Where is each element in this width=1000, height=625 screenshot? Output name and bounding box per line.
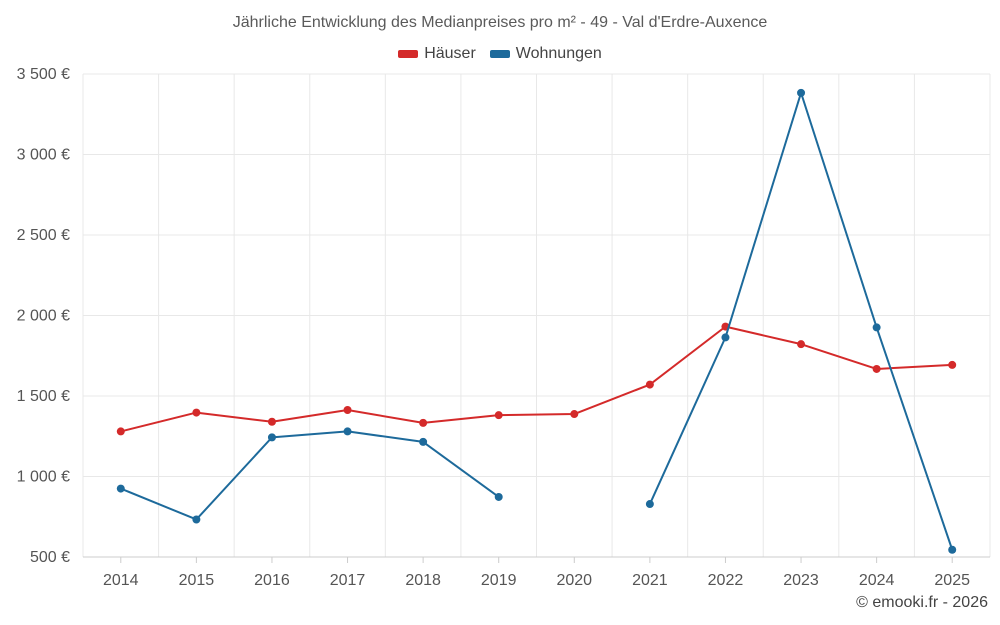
- y-tick-label: 1 000 €: [17, 469, 70, 486]
- data-point-houses: [116, 427, 125, 436]
- data-point-apartments: [494, 492, 503, 501]
- y-tick-label: 3 000 €: [17, 147, 70, 164]
- legend-swatch-houses: [398, 50, 419, 58]
- data-point-apartments: [872, 323, 881, 332]
- legend-item-houses[interactable]: Häuser: [398, 45, 476, 63]
- x-tick-label: 2025: [934, 572, 970, 589]
- series-line-houses: [120, 325, 953, 433]
- data-point-apartments: [645, 500, 654, 509]
- x-tick-label: 2018: [405, 572, 441, 589]
- x-tick-label: 2022: [708, 572, 744, 589]
- x-tick-label: 2021: [632, 572, 668, 589]
- x-tick-label: 2017: [330, 572, 366, 589]
- data-point-houses: [948, 360, 957, 369]
- data-point-houses: [343, 406, 352, 415]
- legend-label-apartments: Wohnungen: [515, 45, 602, 62]
- data-point-apartments: [116, 484, 125, 493]
- data-point-apartments: [192, 515, 201, 524]
- x-tick-label: 2014: [103, 572, 139, 589]
- y-tick-label: 3 500 €: [17, 66, 70, 83]
- data-point-apartments: [797, 88, 806, 97]
- data-point-houses: [645, 380, 654, 389]
- series-line-apartments: [120, 430, 500, 521]
- data-point-apartments: [419, 437, 428, 446]
- data-point-apartments: [721, 333, 730, 342]
- chart-legend: Häuser Wohnungen: [0, 45, 1000, 63]
- x-tick-label: 2023: [783, 572, 819, 589]
- legend-label-houses: Häuser: [424, 45, 476, 62]
- x-tick-label: 2020: [556, 572, 592, 589]
- series-line-apartments: [648, 91, 954, 551]
- x-tick-label: 2016: [254, 572, 290, 589]
- data-point-houses: [872, 364, 881, 373]
- x-tick-label: 2024: [859, 572, 895, 589]
- y-tick-label: 2 500 €: [17, 227, 70, 244]
- legend-item-apartments[interactable]: Wohnungen: [489, 45, 602, 63]
- data-point-apartments: [343, 427, 352, 436]
- data-point-houses: [419, 418, 428, 427]
- data-point-houses: [797, 340, 806, 349]
- data-point-houses: [570, 410, 579, 419]
- data-point-houses: [192, 408, 201, 417]
- data-point-apartments: [267, 433, 276, 442]
- data-point-houses: [267, 417, 276, 426]
- y-tick-label: 1 500 €: [17, 388, 70, 405]
- x-tick-label: 2019: [481, 572, 517, 589]
- y-tick-label: 500 €: [30, 549, 70, 566]
- data-point-apartments: [948, 545, 957, 554]
- legend-swatch-apartments: [489, 50, 510, 58]
- y-tick-label: 2 000 €: [17, 308, 70, 325]
- data-point-houses: [494, 411, 503, 420]
- copyright-footer: © emooki.fr - 2026: [856, 594, 988, 611]
- x-tick-label: 2015: [179, 572, 215, 589]
- chart-title: Jährliche Entwicklung des Medianpreises …: [232, 14, 768, 31]
